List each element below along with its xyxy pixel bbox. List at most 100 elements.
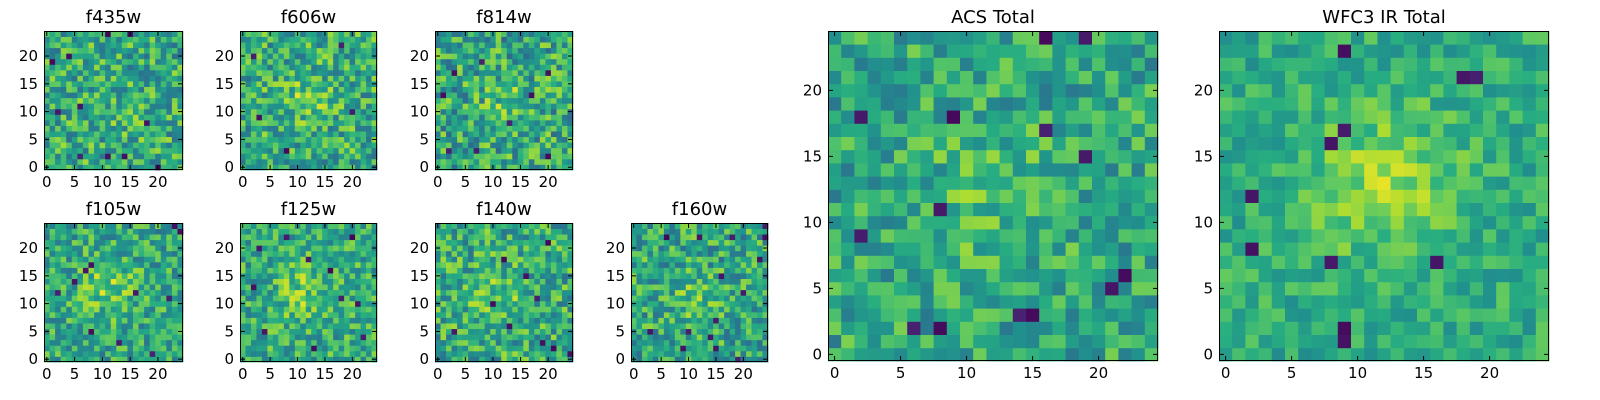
- heatmap-cell: [451, 256, 458, 263]
- heatmap-cell: [311, 339, 318, 346]
- heatmap-cell: [171, 339, 178, 346]
- heatmap-cells: [240, 31, 378, 171]
- heatmap-cell: [55, 267, 62, 274]
- heatmap-cell: [272, 136, 279, 143]
- heatmap-cell: [55, 250, 62, 257]
- heatmap-cell: [360, 75, 367, 82]
- heatmap-cell: [757, 345, 763, 352]
- heatmap-cell: [539, 125, 546, 132]
- heatmap-cell: [1052, 189, 1066, 203]
- heatmap-cell: [121, 228, 128, 235]
- heatmap-cell: [523, 153, 530, 160]
- heatmap-cell: [550, 86, 557, 93]
- heatmap-cell: [451, 267, 458, 274]
- heatmap-cell: [327, 69, 334, 76]
- heatmap-cell: [523, 158, 530, 165]
- heatmap-cell: [355, 64, 361, 71]
- heatmap-cell: [272, 119, 279, 126]
- heatmap-cell: [523, 350, 530, 357]
- heatmap-cell: [534, 300, 541, 307]
- heatmap-cell: [166, 267, 173, 274]
- heatmap-cell: [177, 345, 184, 352]
- heatmap-cell: [305, 261, 312, 268]
- heatmap-cell: [338, 239, 345, 246]
- heatmap-cell: [457, 58, 463, 65]
- heatmap-cell: [322, 295, 329, 302]
- heatmap-cell: [138, 295, 145, 302]
- heatmap-cell: [713, 267, 720, 274]
- heatmap-cell: [99, 350, 106, 357]
- heatmap-cell: [355, 356, 361, 363]
- heatmap-cell: [344, 223, 350, 229]
- heatmap-cell: [366, 328, 372, 335]
- heatmap-cell: [311, 97, 318, 104]
- heatmap-cell: [44, 339, 50, 346]
- heatmap-cell: [333, 223, 340, 229]
- heatmap-cell: [539, 356, 546, 363]
- heatmap-cell: [322, 250, 329, 257]
- heatmap-cell: [256, 328, 263, 335]
- heatmap-cell: [495, 261, 502, 268]
- heatmap-cell: [567, 278, 574, 285]
- heatmap-cell: [166, 86, 173, 93]
- heatmap-cell: [261, 42, 268, 49]
- heatmap-cell: [94, 250, 100, 257]
- heatmap-cell: [160, 273, 167, 279]
- heatmap-cell: [71, 311, 78, 318]
- heatmap-cell: [283, 334, 290, 341]
- heatmap-cell: [707, 250, 714, 257]
- heatmap-cell: [160, 339, 167, 346]
- heatmap-cell: [171, 311, 178, 318]
- heatmap-cell: [960, 215, 974, 230]
- heatmap-cell: [316, 261, 323, 268]
- heatmap-cell: [250, 334, 257, 341]
- heatmap-cell: [300, 328, 307, 335]
- heatmap-cell: [110, 256, 117, 263]
- heatmap-cell: [322, 36, 329, 43]
- heatmap-cell: [986, 255, 1000, 269]
- heatmap-cell: [355, 317, 361, 324]
- heatmap-cell: [171, 64, 178, 71]
- heatmap-cell: [867, 321, 882, 335]
- heatmap-cell: [517, 64, 524, 71]
- heatmap-cell: [105, 64, 112, 71]
- heatmap-cell: [658, 339, 665, 346]
- heatmap-cell: [894, 163, 908, 177]
- heatmap-cell: [545, 306, 552, 313]
- heatmap-cell: [973, 268, 987, 283]
- heatmap-cell: [256, 53, 263, 60]
- heatmap-cell: [528, 42, 535, 49]
- heatmap-cell: [1012, 202, 1027, 217]
- heatmap-cell: [105, 345, 112, 352]
- heatmap-cell: [1118, 189, 1132, 203]
- heatmap-cell: [267, 114, 274, 121]
- heatmap-cell: [446, 239, 452, 246]
- heatmap-cell: [256, 131, 263, 138]
- heatmap-cell: [272, 295, 279, 302]
- heatmap-cell: [740, 234, 747, 241]
- heatmap-cell: [371, 58, 378, 65]
- heatmap-cell: [138, 228, 145, 235]
- heatmap-cell: [680, 350, 687, 357]
- heatmap-cell: [512, 75, 519, 82]
- heatmap-cell: [127, 334, 134, 341]
- heatmap-cell: [484, 58, 491, 65]
- heatmap-cell: [261, 58, 268, 65]
- heatmap-cell: [556, 58, 563, 65]
- heatmap-cell: [713, 295, 720, 302]
- heatmap-cell: [316, 158, 323, 165]
- heatmap-cell: [435, 234, 441, 241]
- heatmap-cell: [349, 119, 356, 126]
- heatmap-cell: [49, 311, 56, 318]
- heatmap-cell: [289, 239, 296, 246]
- heatmap-cell: [149, 81, 156, 87]
- heatmap-cell: [663, 323, 670, 330]
- heatmap-cell: [82, 53, 89, 60]
- heatmap-cell: [506, 273, 513, 279]
- x-tick-label: 20: [148, 173, 167, 191]
- heatmap-cell: [360, 356, 367, 363]
- heatmap-cell: [907, 268, 921, 283]
- heatmap-cell: [512, 284, 519, 291]
- heatmap-cell: [256, 47, 263, 54]
- heatmap-cell: [462, 239, 469, 246]
